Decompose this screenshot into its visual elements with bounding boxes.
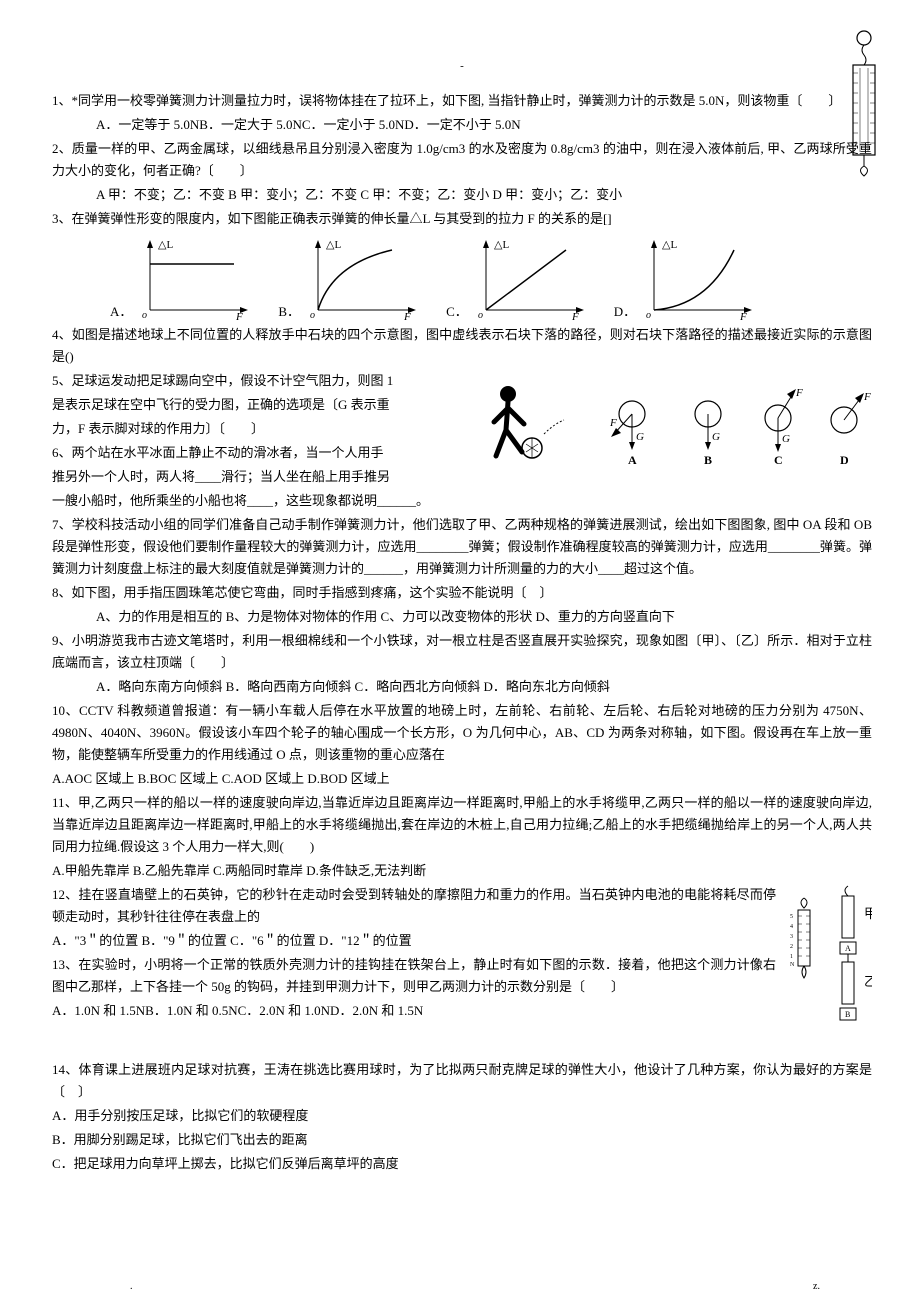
q9-options: A．略向东南方向倾斜 B．略向西南方向倾斜 C．略向西北方向倾斜 D．略向东北方… [52, 676, 872, 698]
svg-text:A: A [845, 944, 851, 953]
q4-text: 4、如图是描述地球上不同位置的人释放手中石块的四个示意图，图中虚线表示石块下落的… [52, 324, 872, 368]
graph-label-d: D． [614, 301, 636, 320]
svg-text:甲: 甲 [864, 906, 872, 921]
svg-text:△L: △L [662, 239, 677, 251]
q11-text: 11、甲,乙两只一样的船以一样的速度驶向岸边,当靠近岸边且距离岸边一样距离时,甲… [52, 792, 872, 858]
q6-p3: 一艘小船时，他所乘坐的小船也将____，这些现象都说明______。 [52, 490, 872, 512]
svg-text:F: F [795, 387, 803, 399]
q3-text: 3、在弹簧弹性形变的限度内，如下图能正确表示弹簧的伸长量△L 与其受到的拉力 F… [52, 208, 872, 230]
svg-text:F: F [571, 311, 579, 320]
q14-opt-c: C．把足球用力向草坪上掷去，比拟它们反弹后离草坪的高度 [52, 1153, 872, 1175]
q2-text: 2、质量一样的甲、乙两金属球，以细线悬吊且分别浸入密度为 1.0g/cm3 的水… [52, 138, 872, 182]
q10-text: 10、CCTV 科教频道曾报道：有一辆小车载人后停在水平放置的地磅上时，左前轮、… [52, 700, 872, 766]
svg-text:o: o [310, 310, 315, 320]
q14-opt-b: B．用脚分别踢足球，比拟它们飞出去的距离 [52, 1129, 872, 1151]
svg-text:B: B [704, 453, 712, 467]
svg-text:F: F [863, 391, 871, 403]
q1-options: A．一定等于 5.0NB．一定大于 5.0NC．一定小于 5.0ND．一定不小于… [52, 114, 872, 136]
q1-text: 1、*同学用一校零弹簧测力计测量拉力时，误将物体挂在了拉环上，如下图, 当指针静… [52, 90, 872, 112]
svg-text:C: C [774, 453, 783, 467]
q6-p1: 6、两个站在水平冰面上静止不动的滑冰者，当一个人用手 [52, 442, 532, 464]
svg-text:o: o [646, 310, 651, 320]
svg-text:o: o [142, 310, 147, 320]
svg-text:F: F [403, 311, 411, 320]
svg-text:F: F [235, 311, 243, 320]
q12-text: 12、挂在竖直墙壁上的石英钟，它的秒针在走动时会受到转轴处的摩擦阻力和重力的作用… [52, 884, 872, 928]
svg-text:△L: △L [494, 239, 509, 251]
q13-text: 13、在实验时，小明将一个正常的铁质外壳测力计的挂钩挂在铁架台上，静止时有如下图… [52, 954, 872, 998]
q3-graphs: A． △L Fo B． △L Fo C． △L Fo D． [52, 234, 872, 320]
q10-options: A.AOC 区域上 B.BOC 区域上 C.AOD 区域上 D.BOD 区域上 [52, 768, 872, 790]
spring-scale-figure [840, 28, 888, 183]
graph-b: △L Fo [302, 234, 420, 320]
q5-p3: 力，F 表示脚对球的作用力〕〔 〕 [52, 418, 532, 440]
svg-text:D: D [840, 453, 849, 467]
footer-dot: . [130, 1281, 133, 1292]
q2-options: A 甲：不变；乙：不变 B 甲：变小；乙：不变 C 甲：不变；乙：变小 D 甲：… [52, 184, 872, 206]
svg-text:N: N [790, 962, 795, 968]
q5-p2: 是表示足球在空中飞行的受力图，正确的选项是〔G 表示重 [52, 394, 532, 416]
q5-p1: 5、足球运发动把足球踢向空中，假设不计空气阻力，则图 1 [52, 370, 532, 392]
graph-label-b: B． [278, 301, 300, 320]
svg-text:B: B [845, 1010, 850, 1019]
graph-c: △L Fo [470, 234, 588, 320]
graph-a: △L Fo [134, 234, 252, 320]
q5-figure: G F A G B 图 1 G F C F D [478, 372, 872, 473]
q8-options: A、力的作用是相互的 B、力是物体对物体的作用 C、力可以改变物体的形状 D、重… [52, 606, 872, 628]
svg-text:△L: △L [158, 239, 173, 251]
svg-text:乙: 乙 [864, 974, 872, 989]
q13-options: A．1.0N 和 1.5NB．1.0N 和 0.5NC．2.0N 和 1.0ND… [52, 1000, 872, 1022]
graph-label-c: C． [446, 301, 468, 320]
q14-text: 14、体育课上进展班内足球对抗赛，王涛在挑选比赛用球时，为了比拟两只耐克牌足球的… [52, 1059, 872, 1103]
svg-text:G: G [782, 433, 790, 445]
q9-text: 9、小明游览我市古迹文笔塔时，利用一根细棉线和一个小铁球，对一根立柱是否竖直展开… [52, 630, 872, 674]
q14-opt-a: A．用手分别按压足球，比拟它们的软硬程度 [52, 1105, 872, 1127]
header-dash: - [52, 60, 872, 72]
q11-options: A.甲船先靠岸 B.乙船先靠岸 C.两船同时靠岸 D.条件缺乏,无法判断 [52, 860, 872, 882]
q7-text: 7、学校科技活动小组的同学们准备自己动手制作弹簧测力计，他们选取了甲、乙两种规格… [52, 514, 872, 580]
svg-text:G: G [712, 431, 720, 443]
graph-d: △L Fo [638, 234, 756, 320]
q12-options: A．"3＂的位置 B．"9＂的位置 C．"6＂的位置 D．"12＂的位置 [52, 930, 872, 952]
graph-label-a: A． [110, 301, 132, 320]
svg-text:1: 1 [790, 954, 793, 960]
q8-text: 8、如下图，用手指压圆珠笔芯使它弯曲，同时手指感到疼痛，这个实验不能说明〔 〕 [52, 582, 872, 604]
q6-p2: 推另外一个人时，两人将____滑行；当人坐在船上用手推另 [52, 466, 532, 488]
svg-text:A: A [628, 453, 637, 467]
svg-text:2: 2 [790, 944, 793, 950]
svg-text:5: 5 [790, 914, 793, 920]
svg-text:G: G [636, 431, 644, 443]
svg-text:3: 3 [790, 934, 793, 940]
q13-figure: 5 4 3 2 1 N A B 甲 乙 [784, 884, 872, 1059]
footer-z: z. [813, 1281, 820, 1292]
svg-text:△L: △L [326, 239, 341, 251]
svg-text:4: 4 [790, 924, 793, 930]
svg-text:o: o [478, 310, 483, 320]
svg-text:F: F [739, 311, 747, 320]
svg-text:F: F [609, 417, 617, 429]
